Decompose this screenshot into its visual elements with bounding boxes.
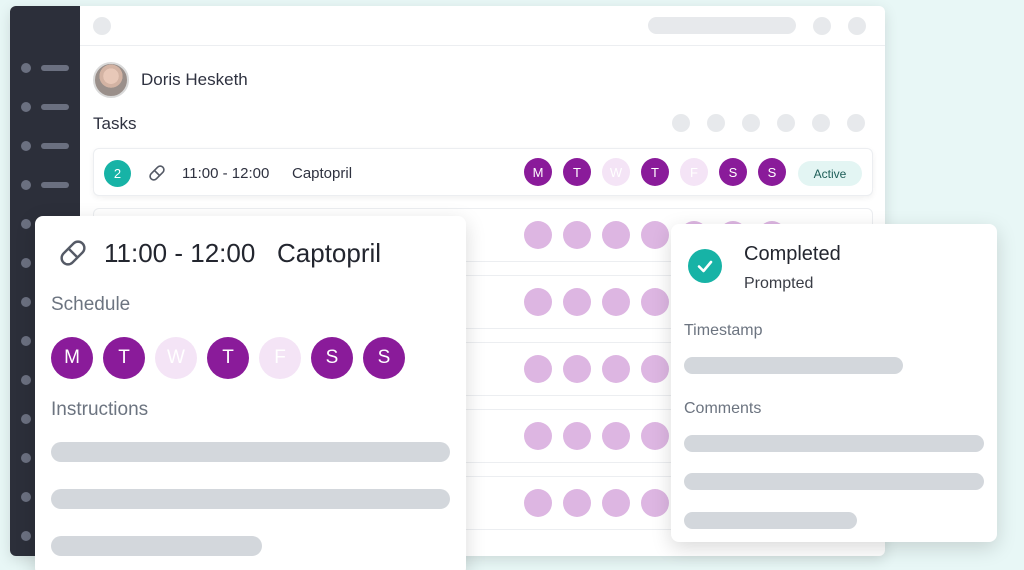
- instructions-line: [51, 536, 262, 556]
- day-chip[interactable]: M: [51, 337, 93, 379]
- toolbar-button[interactable]: [847, 114, 865, 132]
- pill-icon: [146, 162, 168, 189]
- instructions-line: [51, 489, 450, 509]
- check-icon: [688, 249, 722, 283]
- task-medication: Captopril: [292, 165, 353, 182]
- toolbar-button[interactable]: [672, 114, 690, 132]
- sidebar-item[interactable]: [21, 219, 71, 229]
- day-chip[interactable]: W: [155, 337, 197, 379]
- menu-icon[interactable]: [93, 17, 111, 35]
- toolbar-button[interactable]: [707, 114, 725, 132]
- toolbar-button[interactable]: [812, 114, 830, 132]
- sidebar-item[interactable]: [21, 531, 71, 541]
- comment-line: [684, 473, 984, 490]
- patient-header: Doris Hesketh: [93, 62, 248, 98]
- day-chip[interactable]: F: [259, 337, 301, 379]
- notification-icon[interactable]: [813, 17, 831, 35]
- day-chip[interactable]: S: [311, 337, 353, 379]
- search-bar[interactable]: [648, 17, 796, 34]
- sidebar-item[interactable]: [21, 63, 71, 73]
- day-chip[interactable]: S: [363, 337, 405, 379]
- completion-card: Completed Prompted Timestamp Comments: [671, 224, 997, 542]
- count-badge: 2: [104, 160, 131, 187]
- day-chip[interactable]: S: [719, 158, 747, 186]
- sidebar-item[interactable]: [21, 414, 71, 424]
- toolbar-button[interactable]: [742, 114, 760, 132]
- day-chip[interactable]: M: [524, 158, 552, 186]
- sidebar-item[interactable]: [21, 297, 71, 307]
- completion-status: Completed: [744, 243, 841, 265]
- day-chip[interactable]: T: [207, 337, 249, 379]
- status-badge: Active: [798, 161, 862, 186]
- task-time: 11:00 - 12:00: [182, 165, 270, 182]
- day-chip[interactable]: T: [563, 158, 591, 186]
- tasks-title: Tasks: [93, 114, 137, 133]
- profile-icon[interactable]: [848, 17, 866, 35]
- sidebar-item[interactable]: [21, 375, 71, 385]
- patient-name: Doris Hesketh: [141, 70, 248, 89]
- timestamp-label: Timestamp: [684, 322, 763, 339]
- sidebar-item[interactable]: [21, 336, 71, 346]
- top-bar: [80, 6, 885, 46]
- day-chip[interactable]: S: [758, 158, 786, 186]
- sidebar-item[interactable]: [21, 492, 71, 502]
- sidebar-item[interactable]: [21, 102, 71, 112]
- sidebar-item[interactable]: [21, 453, 71, 463]
- day-chip[interactable]: T: [103, 337, 145, 379]
- toolbar-button[interactable]: [777, 114, 795, 132]
- tasks-toolbar: [672, 114, 865, 132]
- pill-icon: [56, 236, 90, 275]
- timestamp-value: [684, 357, 903, 374]
- instructions-label: Instructions: [51, 399, 149, 420]
- instructions-line: [51, 442, 450, 462]
- sidebar-item[interactable]: [21, 141, 71, 151]
- sidebar-item[interactable]: [21, 180, 71, 190]
- comment-line: [684, 435, 984, 452]
- day-chip[interactable]: T: [641, 158, 669, 186]
- comment-line: [684, 512, 857, 529]
- day-chip[interactable]: F: [680, 158, 708, 186]
- avatar: [93, 62, 129, 98]
- detail-time: 11:00 - 12:00: [104, 238, 256, 268]
- completion-substatus: Prompted: [744, 275, 814, 292]
- day-chip[interactable]: W: [602, 158, 630, 186]
- schedule-label: Schedule: [51, 294, 131, 315]
- comments-label: Comments: [684, 400, 762, 417]
- sidebar-item[interactable]: [21, 258, 71, 268]
- detail-medication: Captopril: [277, 238, 382, 268]
